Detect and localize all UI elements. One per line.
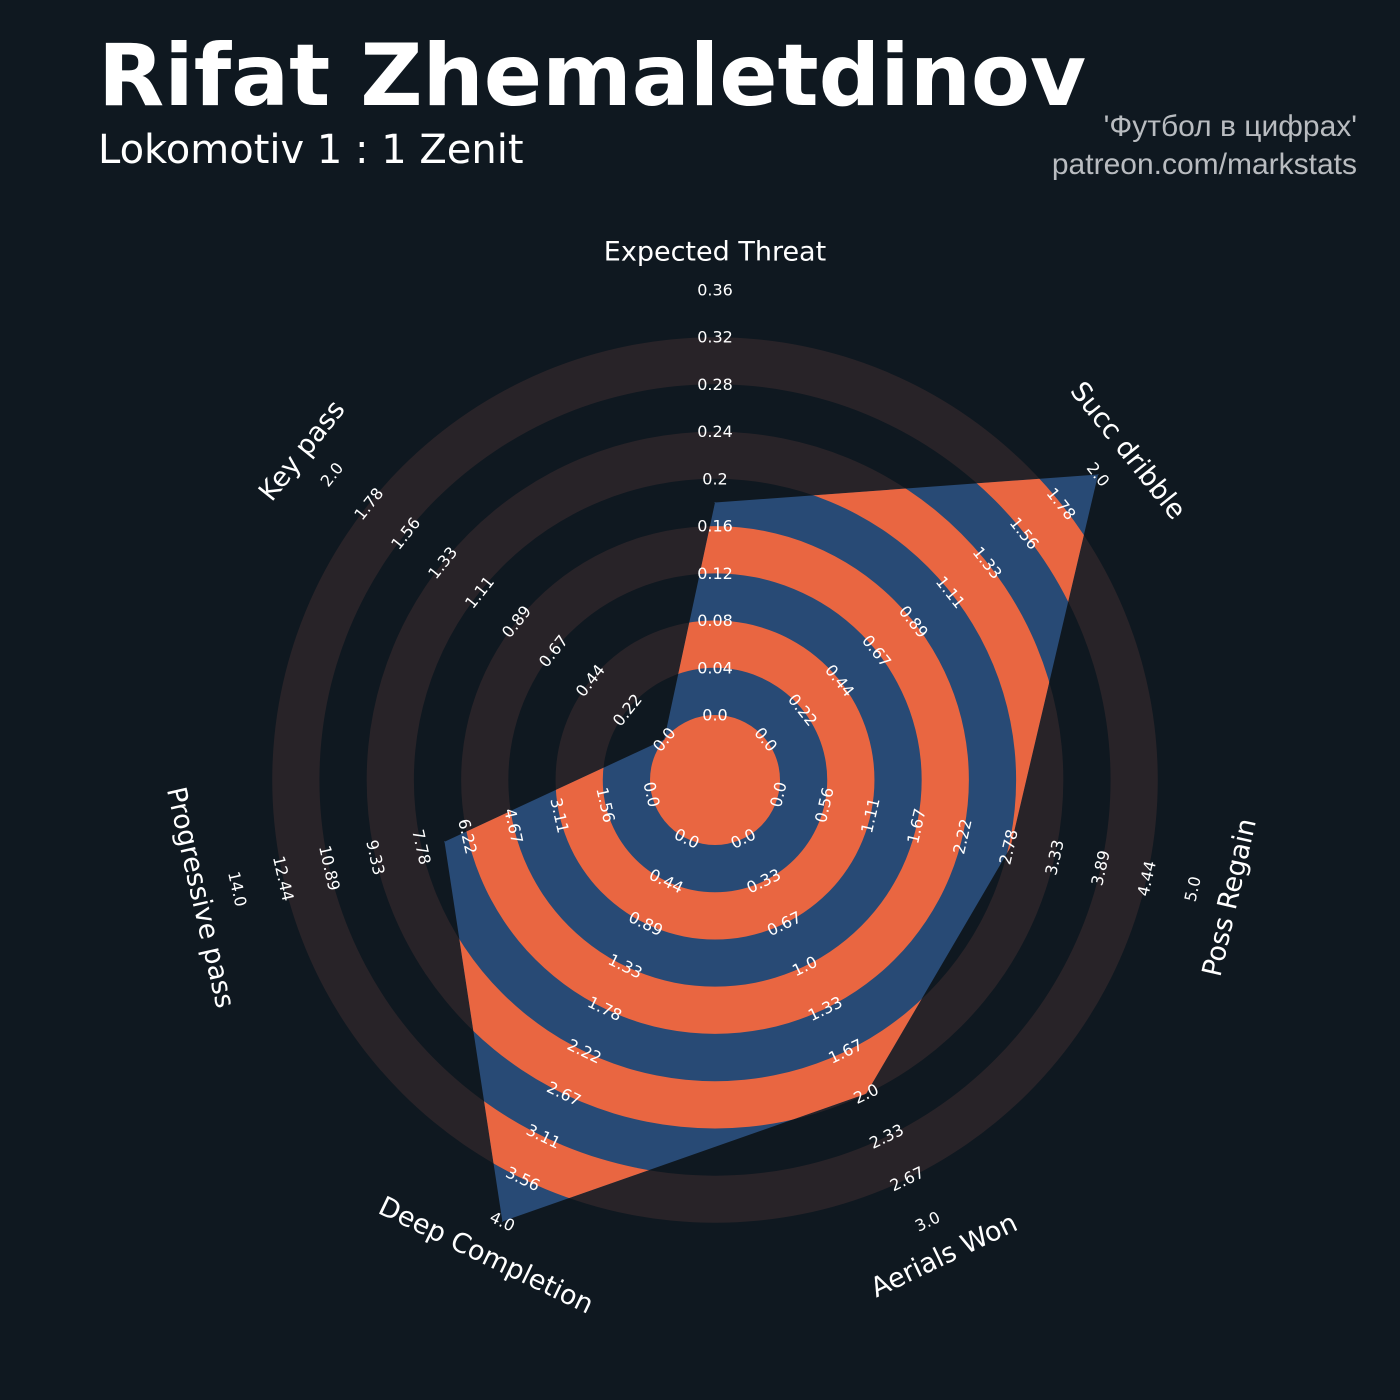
data-point-aerials-won	[865, 1093, 867, 1095]
tick-expected-threat-4: 0.16	[697, 517, 733, 536]
tick-expected-threat-9: 0.36	[697, 281, 733, 300]
tick-expected-threat-6: 0.24	[697, 422, 733, 441]
data-point-deep-completion	[501, 1221, 503, 1222]
credit-line-2: patreon.com/markstats	[1052, 148, 1357, 181]
tick-expected-threat-1: 0.04	[697, 658, 733, 677]
polygon-center-disc	[650, 715, 780, 845]
axis-label-expected-threat: Expected Threat	[604, 237, 826, 268]
tick-expected-threat-8: 0.32	[697, 328, 733, 347]
tick-expected-threat-7: 0.28	[697, 375, 733, 394]
tick-expected-threat-5: 0.2	[702, 469, 727, 488]
credit-line-1: 'Футбол в цифрах'	[1104, 110, 1357, 143]
tick-expected-threat-2: 0.08	[697, 611, 733, 630]
data-point-expected-threat	[714, 502, 716, 503]
tick-expected-threat-3: 0.12	[697, 564, 733, 583]
data-point-progressive-pass	[444, 841, 445, 843]
data-point-poss-regain	[1009, 846, 1011, 848]
tick-expected-threat-0: 0.0	[702, 706, 727, 725]
match-subtitle: Lokomotiv 1 : 1 Zenit	[98, 127, 524, 173]
player-name: Rifat Zhemaletdinov	[98, 26, 1086, 126]
data-point-succ-dribble	[1097, 474, 1099, 475]
data-point-key-pass	[663, 739, 665, 740]
